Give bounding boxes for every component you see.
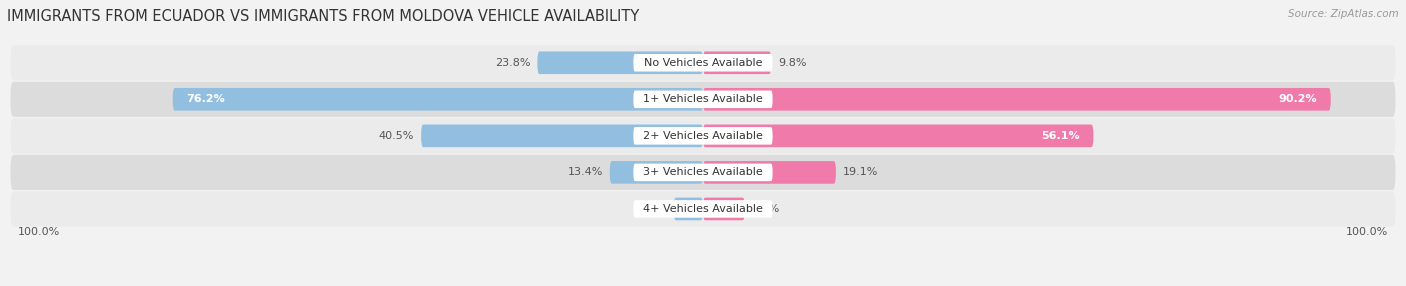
Text: No Vehicles Available: No Vehicles Available bbox=[644, 58, 762, 68]
Text: IMMIGRANTS FROM ECUADOR VS IMMIGRANTS FROM MOLDOVA VEHICLE AVAILABILITY: IMMIGRANTS FROM ECUADOR VS IMMIGRANTS FR… bbox=[7, 9, 640, 23]
Text: 100.0%: 100.0% bbox=[17, 227, 59, 237]
FancyBboxPatch shape bbox=[10, 191, 1396, 227]
FancyBboxPatch shape bbox=[633, 164, 773, 181]
Text: 6.0%: 6.0% bbox=[752, 204, 780, 214]
FancyBboxPatch shape bbox=[610, 161, 703, 184]
FancyBboxPatch shape bbox=[703, 124, 1094, 147]
Text: 90.2%: 90.2% bbox=[1278, 94, 1317, 104]
Text: 13.4%: 13.4% bbox=[568, 167, 603, 177]
FancyBboxPatch shape bbox=[173, 88, 703, 111]
FancyBboxPatch shape bbox=[10, 45, 1396, 80]
FancyBboxPatch shape bbox=[422, 124, 703, 147]
Text: 3+ Vehicles Available: 3+ Vehicles Available bbox=[643, 167, 763, 177]
FancyBboxPatch shape bbox=[703, 51, 772, 74]
Text: Source: ZipAtlas.com: Source: ZipAtlas.com bbox=[1288, 9, 1399, 19]
FancyBboxPatch shape bbox=[10, 82, 1396, 117]
FancyBboxPatch shape bbox=[633, 127, 773, 145]
FancyBboxPatch shape bbox=[10, 155, 1396, 190]
FancyBboxPatch shape bbox=[10, 118, 1396, 153]
Text: 1+ Vehicles Available: 1+ Vehicles Available bbox=[643, 94, 763, 104]
FancyBboxPatch shape bbox=[703, 198, 745, 220]
FancyBboxPatch shape bbox=[537, 51, 703, 74]
FancyBboxPatch shape bbox=[703, 88, 1330, 111]
Text: 76.2%: 76.2% bbox=[187, 94, 225, 104]
Text: 100.0%: 100.0% bbox=[1347, 227, 1389, 237]
Text: 2+ Vehicles Available: 2+ Vehicles Available bbox=[643, 131, 763, 141]
FancyBboxPatch shape bbox=[633, 91, 773, 108]
FancyBboxPatch shape bbox=[703, 161, 837, 184]
Text: 23.8%: 23.8% bbox=[495, 58, 530, 68]
FancyBboxPatch shape bbox=[633, 200, 773, 218]
Text: 19.1%: 19.1% bbox=[842, 167, 879, 177]
FancyBboxPatch shape bbox=[673, 198, 703, 220]
Text: 40.5%: 40.5% bbox=[378, 131, 415, 141]
Text: 4+ Vehicles Available: 4+ Vehicles Available bbox=[643, 204, 763, 214]
FancyBboxPatch shape bbox=[633, 54, 773, 72]
Text: 9.8%: 9.8% bbox=[778, 58, 807, 68]
Text: 4.2%: 4.2% bbox=[638, 204, 666, 214]
Text: 56.1%: 56.1% bbox=[1040, 131, 1080, 141]
